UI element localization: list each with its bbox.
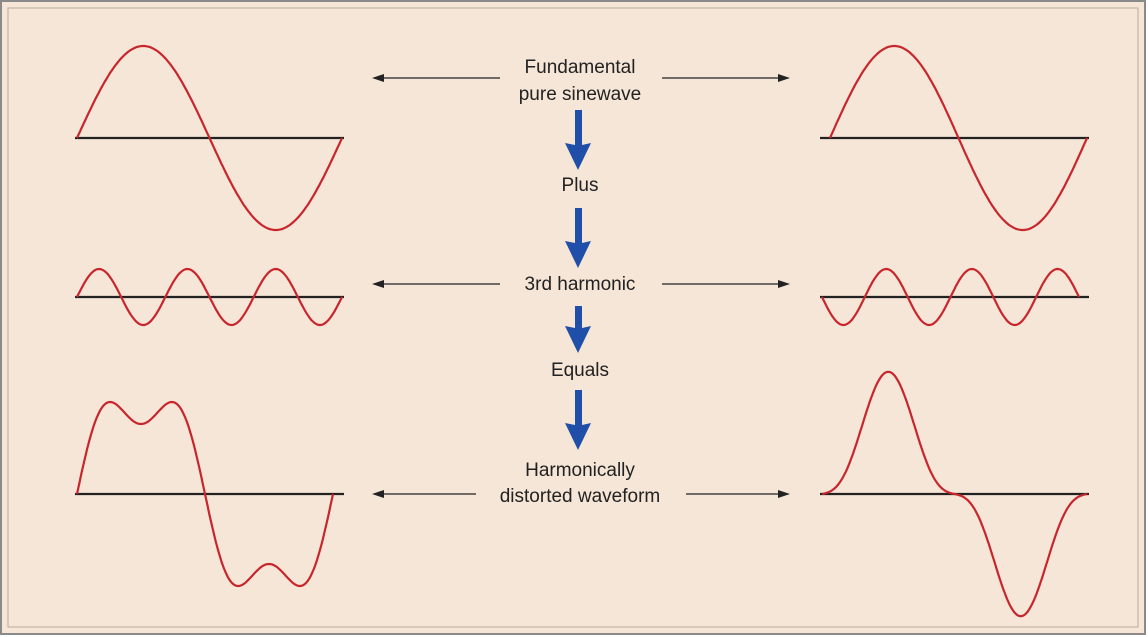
arrow-head	[778, 74, 790, 82]
arrow-head	[778, 280, 790, 288]
label: distorted waveform	[500, 486, 661, 507]
label: Plus	[562, 175, 599, 196]
arrow-head	[778, 490, 790, 498]
waveform	[821, 370, 1088, 618]
label: Harmonically	[525, 460, 635, 481]
label: Fundamental	[525, 57, 636, 78]
label: 3rd harmonic	[525, 274, 636, 295]
arrow-head	[372, 280, 384, 288]
waveform	[76, 267, 343, 327]
down-arrow	[565, 208, 591, 268]
down-arrow	[565, 390, 591, 450]
labels: Fundamental pure sinewave Plus 3rd harmo…	[500, 57, 661, 507]
waveforms	[75, 44, 1089, 618]
arrow-head	[372, 490, 384, 498]
label: Equals	[551, 360, 609, 381]
down-arrow	[565, 110, 591, 170]
side-arrows	[372, 74, 790, 498]
down-arrow	[565, 306, 591, 353]
flow-arrows	[565, 110, 591, 450]
waveform	[828, 44, 1089, 232]
waveform	[75, 44, 344, 232]
arrow-head	[372, 74, 384, 82]
label: pure sinewave	[519, 84, 642, 105]
waveform	[821, 267, 1080, 327]
waveform	[75, 400, 335, 588]
inner-border	[7, 7, 1139, 628]
